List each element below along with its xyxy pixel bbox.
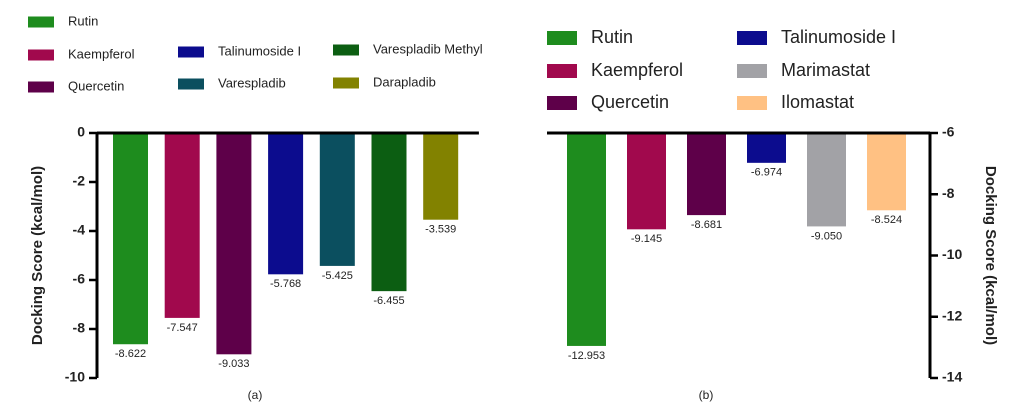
legend-label: Ilomastat <box>781 92 854 112</box>
legend-swatch <box>28 49 54 61</box>
y-tick-label: -10 <box>942 246 962 262</box>
bar <box>164 133 200 318</box>
y-tick-label: -2 <box>73 173 86 189</box>
y-tick-label: -6 <box>942 124 955 140</box>
legend-swatch <box>547 64 577 78</box>
legend-label: Rutin <box>591 27 633 47</box>
bar <box>687 133 726 216</box>
legend-label: Quercetin <box>68 78 124 93</box>
bar <box>371 133 407 292</box>
legend-label: Quercetin <box>591 92 669 112</box>
y-tick-label: -4 <box>73 222 86 238</box>
y-axis-label: Docking Score (kcal/mol) <box>29 166 46 345</box>
legend-label: Kaempferol <box>591 60 683 80</box>
legend-swatch <box>547 31 577 45</box>
value-label: -12.953 <box>568 350 605 362</box>
legend-swatch <box>178 78 204 90</box>
value-label: -8.524 <box>871 214 902 226</box>
value-label: -6.455 <box>373 295 404 307</box>
legend-label: Talinumoside I <box>781 27 896 47</box>
legend-label: Talinumoside I <box>218 43 301 58</box>
bar <box>867 133 906 211</box>
legend-label: Marimastat <box>781 60 870 80</box>
legend-swatch <box>737 31 767 45</box>
value-label: -6.974 <box>751 167 782 179</box>
legend-label: Darapladib <box>373 74 436 89</box>
legend-swatch <box>333 44 359 56</box>
bar <box>113 133 148 345</box>
legend-swatch <box>28 16 54 28</box>
legend-swatch <box>737 96 767 110</box>
y-tick-label: 0 <box>77 124 85 140</box>
y-tick-label: -12 <box>942 307 962 323</box>
bar <box>567 133 606 346</box>
bar <box>268 133 304 275</box>
legend-swatch <box>547 96 577 110</box>
value-label: -9.145 <box>631 233 662 245</box>
legend-swatch <box>178 46 204 58</box>
bar <box>747 133 786 163</box>
value-label: -5.425 <box>322 270 353 282</box>
bar <box>423 133 459 220</box>
legend-label: Rutin <box>68 13 98 28</box>
legend-swatch <box>737 64 767 78</box>
value-label: -5.768 <box>270 278 301 290</box>
legend-label: Varespladib Methyl <box>373 41 483 56</box>
y-tick-label: -8 <box>73 320 86 336</box>
bar <box>319 133 355 266</box>
panel-caption: (a) <box>248 388 263 402</box>
value-label: -9.033 <box>218 358 249 370</box>
value-label: -9.050 <box>811 230 842 242</box>
bar <box>807 133 846 227</box>
y-tick-label: -6 <box>73 271 86 287</box>
y-tick-label: -8 <box>942 185 955 201</box>
legend-label: Kaempferol <box>68 46 135 61</box>
value-label: -3.539 <box>425 224 456 236</box>
legend-swatch <box>28 81 54 93</box>
y-tick-label: -14 <box>942 369 962 385</box>
y-axis-label: Docking Score (kcal/mol) <box>982 166 999 345</box>
value-label: -8.681 <box>691 219 722 231</box>
legend-label: Varespladib <box>218 75 286 90</box>
bar <box>627 133 666 230</box>
y-tick-label: -10 <box>65 369 85 385</box>
value-label: -8.622 <box>115 348 146 360</box>
value-label: -7.547 <box>167 322 198 334</box>
bar <box>216 133 252 355</box>
panel-caption: (b) <box>699 388 714 402</box>
legend-swatch <box>333 77 359 89</box>
